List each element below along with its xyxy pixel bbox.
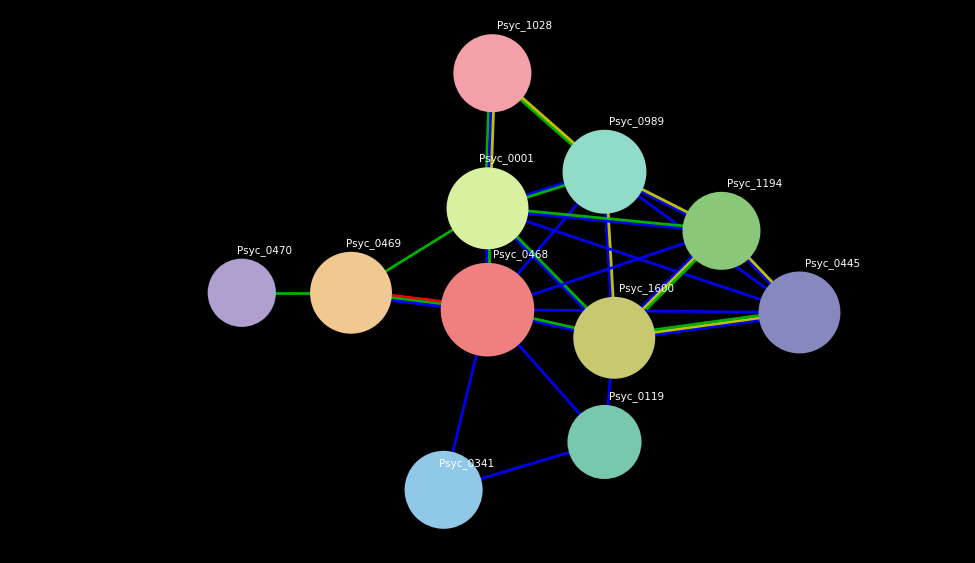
Text: Psyc_0468: Psyc_0468 [492,249,548,260]
Text: Psyc_0001: Psyc_0001 [480,154,534,164]
Circle shape [441,263,534,356]
Circle shape [563,130,646,213]
Text: Psyc_0445: Psyc_0445 [804,258,860,269]
Circle shape [405,451,483,529]
Circle shape [567,405,642,479]
Circle shape [573,297,655,379]
Circle shape [682,192,761,270]
Text: Psyc_0119: Psyc_0119 [609,391,665,402]
Text: Psyc_0469: Psyc_0469 [346,238,401,249]
Text: Psyc_1600: Psyc_1600 [619,283,675,294]
Text: Psyc_1028: Psyc_1028 [497,20,553,31]
Circle shape [447,167,528,249]
Circle shape [310,252,392,334]
Circle shape [759,271,840,354]
Text: Psyc_0341: Psyc_0341 [439,458,493,469]
Text: Psyc_0470: Psyc_0470 [237,245,292,256]
Text: Psyc_0989: Psyc_0989 [609,116,665,127]
Circle shape [453,34,531,112]
Circle shape [208,258,276,327]
Text: Psyc_1194: Psyc_1194 [726,178,782,189]
